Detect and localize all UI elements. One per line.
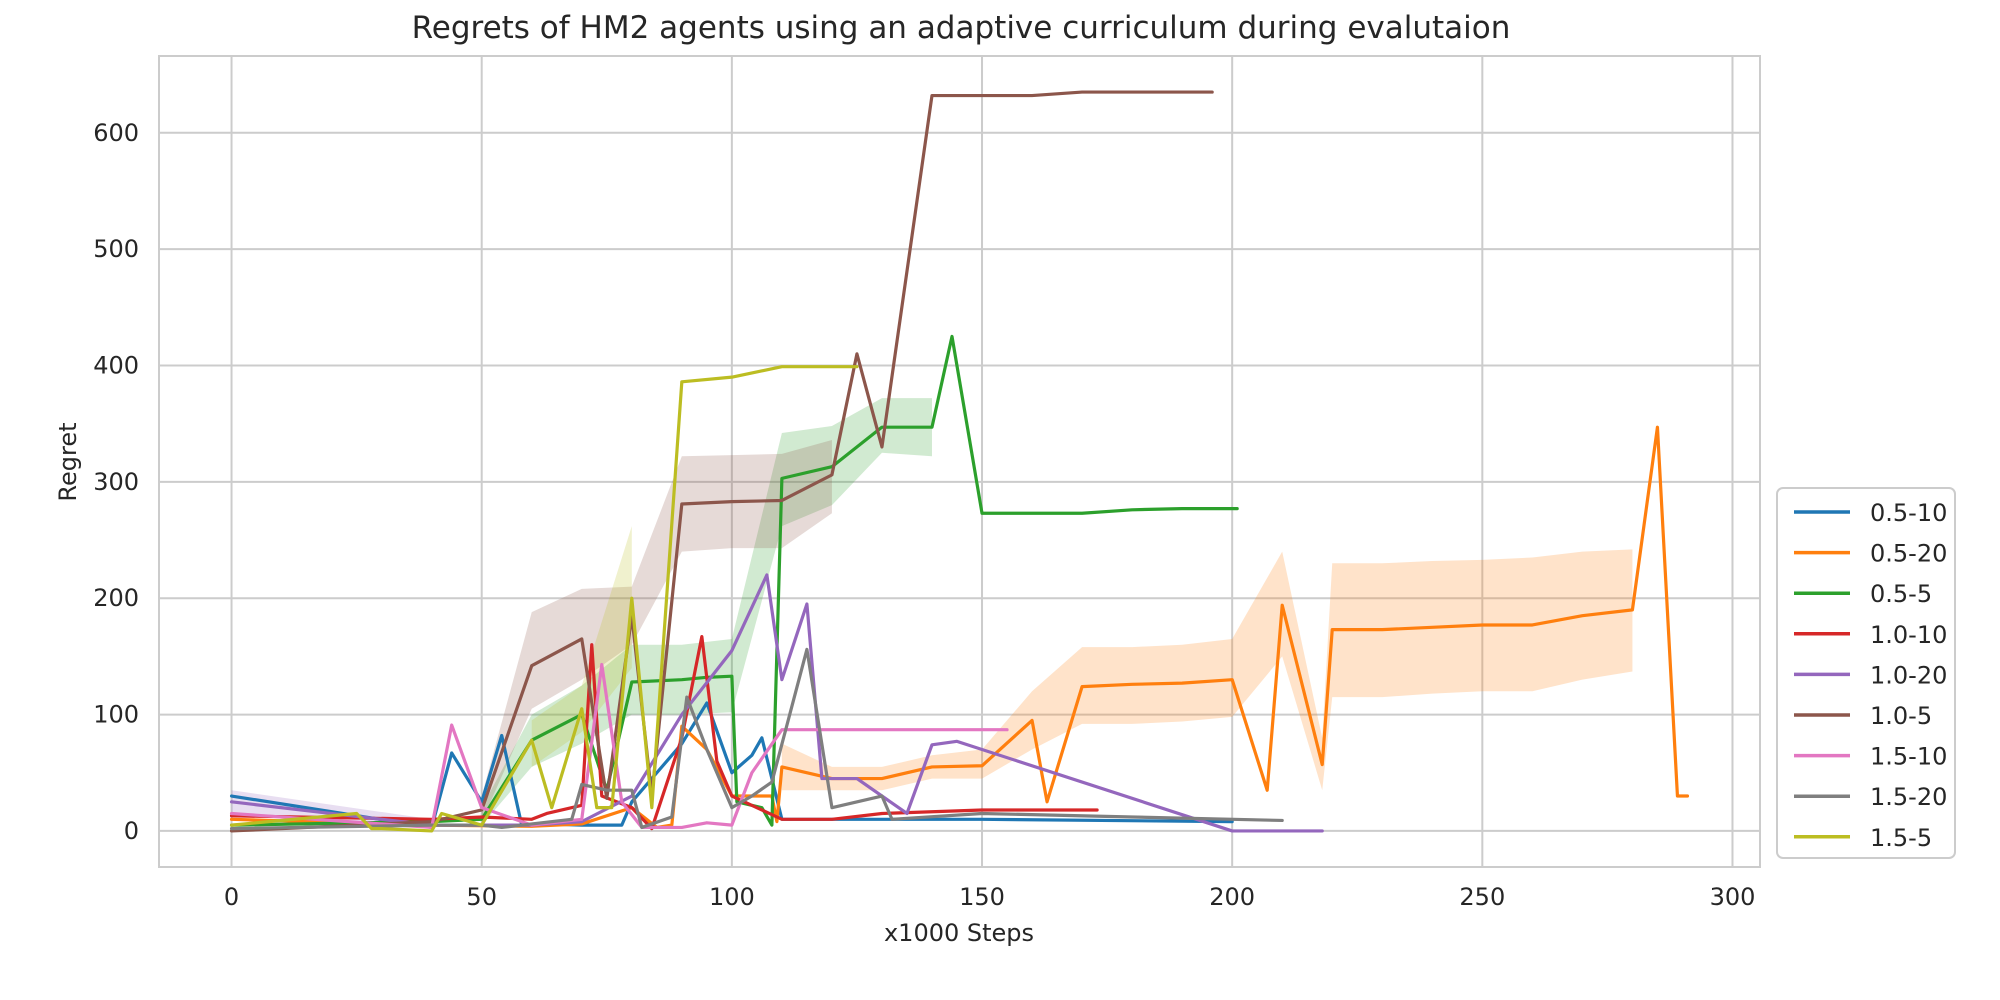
legend: 0.5-10 0.5-20 0.5-5 1.0-10 1.0-20 1.0-5 1.5-10…: [1776, 487, 1956, 859]
y-tick-label: 500: [93, 235, 139, 263]
legend-box: [1776, 487, 1956, 859]
legend-label: 0.5-10: [1870, 499, 1947, 527]
x-tick-label: 100: [709, 883, 755, 911]
y-tick-label: 400: [93, 352, 139, 380]
series-1_5-10-line: [229, 662, 1009, 830]
x-tick-label: 300: [1710, 883, 1756, 911]
legend-label: 1.0-5: [1870, 702, 1932, 730]
y-tick-label: 0: [124, 817, 139, 845]
series-0_5-20-band: [781, 549, 1633, 791]
series-lines: [229, 90, 1690, 833]
series-1_0-10-line: [229, 635, 1099, 831]
series-1_5-5-line: [229, 365, 859, 833]
y-tick-label: 100: [93, 701, 139, 729]
x-tick-label: 200: [1209, 883, 1255, 911]
x-tick-label: 50: [466, 883, 497, 911]
gridlines: [159, 56, 1760, 867]
y-tick-label: 200: [93, 584, 139, 612]
chart-title: Regrets of HM2 agents using an adaptive …: [412, 10, 1511, 46]
legend-label: 1.5-10: [1870, 743, 1947, 771]
x-tick-label: 250: [1459, 883, 1505, 911]
series-0_5-20-line: [229, 425, 1690, 830]
legend-label: 1.0-10: [1870, 621, 1947, 649]
x-axis-label: x1000 Steps: [884, 919, 1034, 947]
plot-frame: [158, 55, 1761, 868]
series-1_5-5-band: [531, 526, 632, 767]
series-0_5-5-line: [229, 334, 1239, 827]
legend-label: 0.5-5: [1870, 580, 1932, 608]
x-tick-label: 150: [959, 883, 1005, 911]
series-1_5-20-line: [229, 647, 1284, 831]
legend-label: 1.5-5: [1870, 824, 1932, 852]
legend-label: 1.0-20: [1870, 661, 1947, 689]
y-axis-label: Regret: [54, 422, 82, 501]
legend-label: 0.5-20: [1870, 540, 1947, 568]
y-tick-label: 600: [93, 119, 139, 147]
y-tick-label: 300: [93, 468, 139, 496]
series-1_0-5-band: [481, 439, 832, 822]
x-tick-label: 0: [224, 883, 239, 911]
tick-labels: 0 50 100 150 200 250 300 0 100 200 300 400 500 600: [93, 119, 1755, 911]
legend-label: 1.5-20: [1870, 783, 1947, 811]
series-1_0-5-line: [229, 90, 1214, 833]
